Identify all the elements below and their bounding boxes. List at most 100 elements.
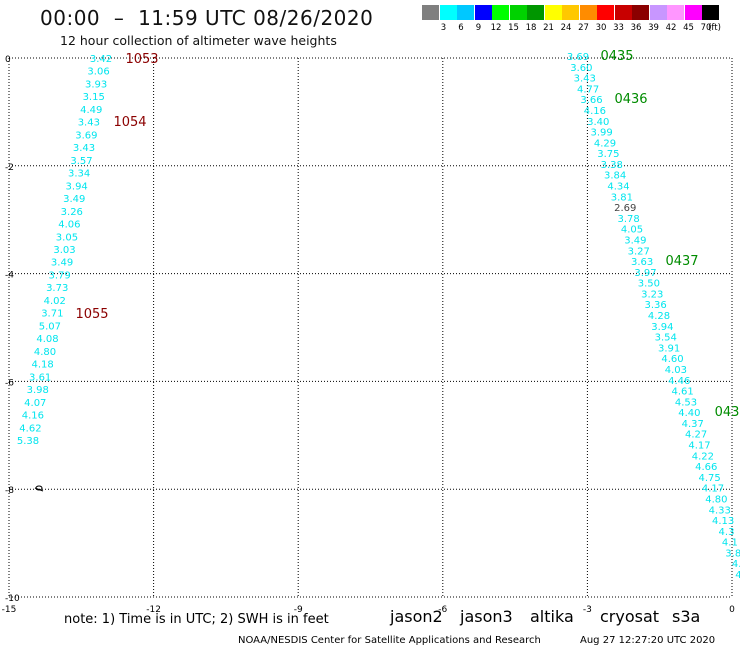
wave-height-value: 3.69 (567, 52, 589, 63)
wave-height-value: 3.66 (580, 95, 602, 106)
wave-height-value: 3.49 (624, 235, 646, 246)
satellite-cryosat: cryosat (600, 607, 660, 626)
position-marker (34, 485, 44, 492)
wave-height-value: 3.91 (658, 343, 680, 354)
colorbar-swatch (439, 5, 457, 20)
wave-height-value: 3.27 (628, 246, 650, 257)
wave-height-value: 4.28 (648, 311, 670, 322)
colorbar-label: 27 (578, 23, 589, 33)
colorbar-swatch (474, 5, 492, 20)
colorbar-swatch (702, 5, 719, 20)
map-title: 00:00 – 11:59 UTC 08/26/2020 (40, 6, 374, 30)
colorbar-swatch (509, 5, 527, 20)
wave-height-value: 3.57 (70, 156, 92, 167)
track-time-label: 0435 (600, 49, 633, 64)
y-tick-label: -10 (5, 594, 20, 604)
y-tick-label: -4 (5, 271, 14, 281)
wave-height-value: 5.07 (39, 321, 61, 332)
wave-height-value: 3.43 (574, 74, 596, 85)
wave-height-value: 3.63 (631, 257, 653, 268)
wave-height-value: 4.02 (44, 296, 66, 307)
wave-height-value: 3.97 (634, 268, 656, 279)
wave-height-value: 3.42 (90, 54, 112, 65)
wave-height-value: 4.62 (19, 423, 41, 434)
wave-height-value: 3.50 (638, 279, 660, 290)
wave-height-value: 4.16 (22, 411, 44, 422)
wave-height-value: 4.80 (34, 347, 56, 358)
wave-height-value: 3.34 (68, 169, 90, 180)
wave-height-value: 3.06 (87, 67, 109, 78)
wave-height-value: 3.43 (78, 118, 100, 129)
wave-height-value: 3.61 (29, 372, 51, 383)
wave-height-value: 4.66 (695, 462, 717, 473)
wave-height-value: 3.36 (644, 300, 666, 311)
wave-height-value: 4.06 (58, 220, 80, 231)
wave-height-value: 4.18 (31, 360, 53, 371)
colorbar-swatch (597, 5, 614, 20)
y-tick-label: -8 (5, 486, 14, 496)
wave-height-value: 3.43 (73, 143, 95, 154)
colorbar-label: 6 (458, 23, 464, 33)
map-grid (9, 58, 732, 597)
colorbar-swatch (457, 5, 474, 20)
colorbar-label: 24 (560, 23, 572, 33)
wave-height-value: 3.40 (587, 117, 609, 128)
wave-height-value: 4. (732, 559, 740, 570)
colorbar-swatch (544, 5, 562, 20)
wave-height-value: 3.99 (590, 128, 612, 139)
wave-height-value: 4.07 (24, 398, 46, 409)
wave-height-value: 4.53 (675, 397, 697, 408)
colorbar-swatch (527, 5, 544, 20)
map-frame (8, 57, 733, 598)
colorbar-swatch (422, 5, 439, 20)
wave-height-value: 4.22 (692, 451, 714, 462)
colorbar-swatch (562, 5, 579, 20)
wave-height-value: 4.17 (688, 441, 710, 452)
x-tick-label: -15 (2, 605, 17, 615)
track-1053-1055: 3.423.063.933.154.493.433.693.433.573.34… (17, 52, 159, 447)
colorbar-label: 36 (630, 23, 642, 33)
wave-height-value: 4.05 (621, 225, 643, 236)
wave-height-value: 4.1 (722, 538, 738, 549)
wave-height-value: 4.08 (36, 334, 58, 345)
wave-height-value: 3.03 (53, 245, 75, 256)
wave-height-value: 3.38 (601, 160, 623, 171)
wave-height-value: 3.98 (27, 385, 49, 396)
x-tick-label: 0 (729, 605, 735, 615)
map-subtitle: 12 hour collection of altimeter wave hei… (60, 33, 337, 48)
wave-height-value: 3.49 (51, 258, 73, 269)
track-time-label: 1055 (75, 307, 108, 322)
wave-height-value: 4.33 (709, 505, 731, 516)
wave-height-value: 3.8 (725, 548, 740, 559)
wave-height-value: 3.75 (597, 149, 619, 160)
x-axis-ticks: -15 -12 -9 -6 -3 0 (2, 605, 735, 615)
credit-text: NOAA/NESDIS Center for Satellite Applica… (238, 635, 541, 646)
track-time-label: 0437 (665, 254, 698, 269)
x-tick-label: -9 (294, 605, 303, 615)
y-tick-label: -6 (5, 378, 14, 388)
wave-height-value: 3.69 (75, 130, 97, 141)
colorbar-label: 39 (648, 23, 659, 33)
colorbar-label: 30 (595, 23, 607, 33)
wave-height-value: 3.23 (641, 289, 663, 300)
wave-height-value: 4. (735, 570, 740, 581)
colorbar-unit: (ft) (708, 23, 721, 33)
wave-height-value: 3.73 (46, 283, 68, 294)
x-tick-label: -3 (583, 605, 592, 615)
generated-timestamp: Aug 27 12:27:20 UTC 2020 (580, 635, 716, 646)
wave-height-value: 3.81 (611, 192, 633, 203)
wave-height-value: 4.29 (594, 138, 616, 149)
wave-height-value: 4.77 (577, 84, 599, 95)
y-axis-ticks: 0 -2 -4 -6 -8 -10 (5, 55, 20, 604)
track-time-label: 0436 (614, 92, 647, 107)
wave-height-value: 3.79 (49, 270, 71, 281)
track-0435-0438: 3.693.603.434.773.664.163.403.994.293.75… (567, 49, 740, 581)
wave-height-value: 3.05 (56, 232, 78, 243)
wave-height-value: 2.69 (614, 203, 636, 214)
track-time-label: 1053 (125, 52, 158, 67)
colorbar-label: 3 (440, 23, 447, 33)
colorbar-swatch (492, 5, 509, 20)
wave-height-value: 3.26 (61, 207, 83, 218)
colorbar-label: 70 (700, 23, 712, 33)
